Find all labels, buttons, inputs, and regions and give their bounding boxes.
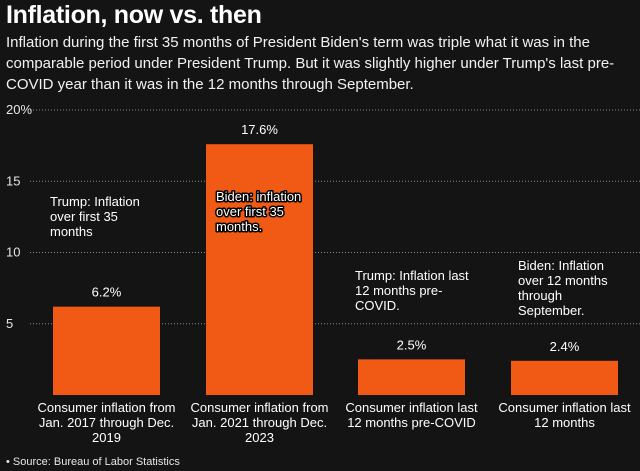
annotation-line: September. (518, 303, 585, 318)
annotation-line: over first 35 (216, 204, 284, 219)
annotation: Biden: Inflation over 12 months through Sep… (518, 258, 608, 318)
y-tick-label: 5 (6, 316, 13, 331)
chart-subtitle: Inflation during the first 35 months of … (6, 34, 615, 93)
chart-title: Inflation, now vs. then (6, 1, 262, 29)
category-label: Consumer inflation from Jan. 2017 through… (38, 400, 176, 445)
bar (53, 306, 160, 395)
bar (358, 359, 465, 395)
annotation: Trump: Inflation over first 35 months (50, 194, 140, 239)
category-label-line: 12 months (534, 415, 595, 430)
category-label: Consumer inflation last 12 months (498, 400, 631, 430)
category-label-line: Consumer inflation last (345, 400, 478, 415)
annotation-line: 12 months pre- (355, 283, 442, 298)
category-label: Consumer inflation last 12 months pre-COV… (345, 400, 478, 430)
annotation-line: Trump: Inflation last (355, 268, 469, 283)
annotation: Biden: inflation over first 35 months. (216, 189, 301, 234)
bar (511, 360, 618, 395)
annotation: Trump: Inflation last 12 months pre-COVID… (355, 268, 469, 313)
value-label: 6.2% (92, 285, 122, 300)
annotation-line: Trump: Inflation (50, 194, 140, 209)
value-label: 2.4% (550, 339, 580, 354)
category-label-line: Consumer inflation last (498, 400, 631, 415)
annotation-line: months. (216, 219, 262, 234)
annotation-line: through (518, 288, 562, 303)
annotation-line: Biden: Inflation (518, 258, 604, 273)
category-label-line: 2023 (245, 430, 274, 445)
annotation-line: over 12 months (518, 273, 608, 288)
value-label: 2.5% (397, 337, 427, 352)
bar (206, 144, 313, 395)
annotation-line: months (50, 224, 93, 239)
category-label-line: Consumer inflation from (38, 400, 176, 415)
category-label-line: Jan. 2017 through Dec. (39, 415, 174, 430)
annotation-line: Biden: inflation (216, 189, 301, 204)
y-tick-label: 15 (6, 173, 20, 188)
category-label-line: 12 months pre-COVID (347, 415, 476, 430)
category-label-line: Consumer inflation from (191, 400, 329, 415)
source-note: • Source: Bureau of Labor Statistics (6, 456, 180, 468)
annotation-line: COVID. (355, 298, 400, 313)
y-tick-label: 20% (6, 102, 32, 117)
category-label: Consumer inflation from Jan. 2021 through… (191, 400, 329, 445)
category-label-line: Jan. 2021 through Dec. (192, 415, 327, 430)
value-label: 17.6% (241, 122, 278, 137)
annotation-line: over first 35 (50, 209, 118, 224)
y-tick-label: 10 (6, 245, 20, 260)
category-label-line: 2019 (92, 430, 121, 445)
